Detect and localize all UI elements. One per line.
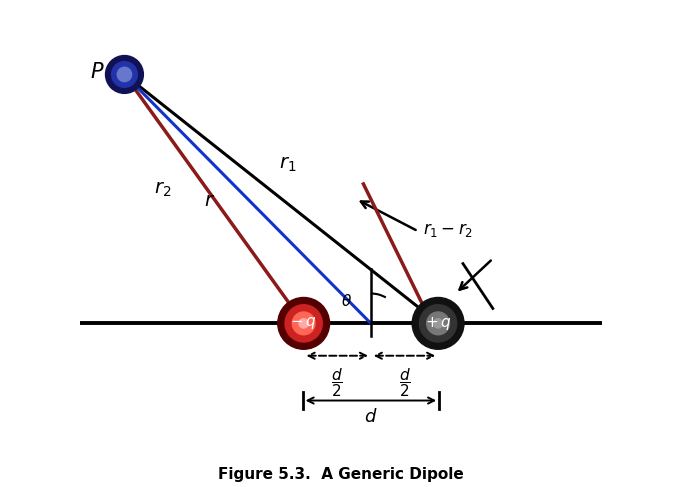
Text: $\dfrac{d}{2}$: $\dfrac{d}{2}$ xyxy=(331,367,343,399)
Circle shape xyxy=(293,312,315,335)
Circle shape xyxy=(419,305,457,342)
Circle shape xyxy=(117,67,132,82)
Text: $\dfrac{d}{2}$: $\dfrac{d}{2}$ xyxy=(398,367,411,399)
Text: $r_1$: $r_1$ xyxy=(279,155,296,174)
Circle shape xyxy=(434,318,443,328)
Text: $r_2$: $r_2$ xyxy=(154,180,172,199)
Circle shape xyxy=(427,312,449,335)
Text: $r$: $r$ xyxy=(204,191,215,210)
Circle shape xyxy=(112,61,137,87)
Circle shape xyxy=(278,298,329,349)
Circle shape xyxy=(299,318,308,328)
Text: $\theta$: $\theta$ xyxy=(341,293,352,309)
Text: Figure 5.3.  A Generic Dipole: Figure 5.3. A Generic Dipole xyxy=(218,467,464,482)
Text: $-\,q$: $-\,q$ xyxy=(291,316,317,331)
Text: $+\,q$: $+\,q$ xyxy=(425,315,451,332)
Text: $P$: $P$ xyxy=(90,62,104,82)
Text: $d$: $d$ xyxy=(364,408,378,426)
Circle shape xyxy=(412,298,464,349)
Circle shape xyxy=(285,305,323,342)
Text: $r_1 - r_2$: $r_1 - r_2$ xyxy=(423,221,473,239)
Circle shape xyxy=(106,56,143,94)
